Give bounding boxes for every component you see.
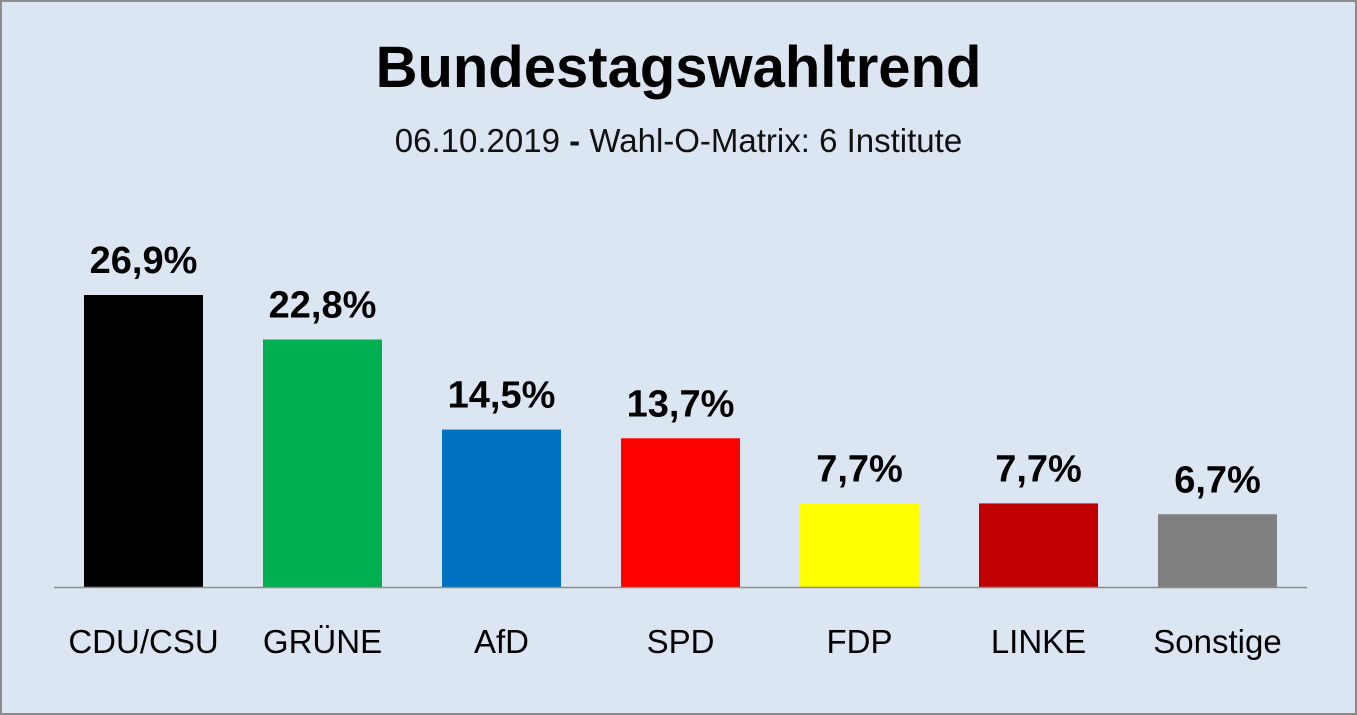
bar-linke	[979, 503, 1098, 587]
bar-sonstige	[1158, 514, 1277, 587]
chart-title: Bundestagswahltrend	[375, 35, 982, 100]
data-label: 26,9%	[90, 240, 198, 282]
data-label: 7,7%	[816, 448, 903, 490]
x-tick-label: GRÜNE	[263, 623, 382, 660]
bar-fdp	[800, 503, 919, 587]
data-label: 14,5%	[448, 375, 556, 417]
bar-cdu-csu	[84, 295, 203, 587]
bar-afd	[442, 429, 561, 587]
x-tick-label: SPD	[647, 623, 715, 660]
bar-spd	[621, 438, 740, 587]
data-label: 7,7%	[995, 448, 1082, 490]
x-tick-label: Sonstige	[1153, 623, 1281, 660]
subtitle-date: 06.10.2019	[394, 122, 560, 159]
subtitle-source: Wahl-O-Matrix: 6 Institute	[589, 122, 963, 159]
x-tick-label: FDP	[827, 623, 893, 660]
x-tick-label: CDU/CSU	[68, 623, 218, 660]
x-tick-label: AfD	[474, 623, 529, 660]
data-label: 13,7%	[627, 383, 735, 425]
subtitle-separator: -	[569, 122, 581, 159]
data-label: 6,7%	[1174, 459, 1261, 501]
x-tick-label: LINKE	[991, 623, 1086, 660]
bar-grüne	[263, 339, 382, 587]
data-label: 22,8%	[269, 285, 377, 327]
chart-subtitle: 06.10.2019 - Wahl-O-Matrix: 6 Institute	[0, 122, 1357, 160]
